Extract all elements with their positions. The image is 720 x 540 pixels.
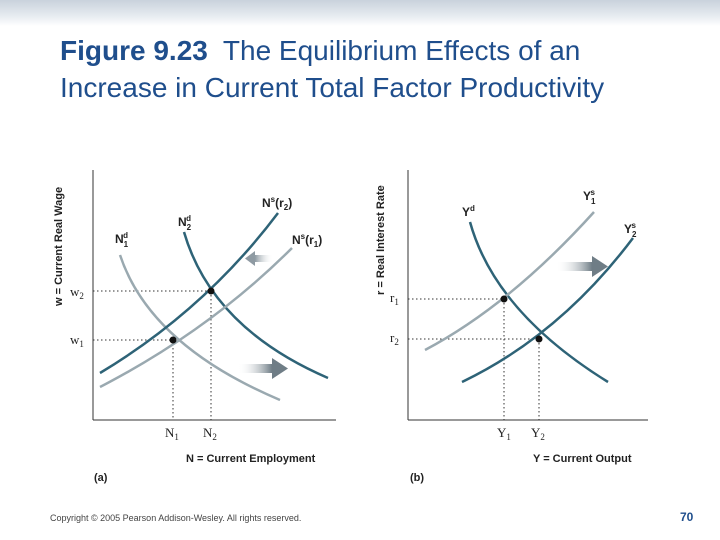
panel-a: N1d N2d Ns(r2) Ns(r1) w2 w1 N1 N2 N = Cu…	[53, 170, 336, 484]
curve-ns-r1	[99, 247, 293, 389]
top-gradient-bar	[0, 0, 720, 26]
curve-y1s	[424, 211, 595, 352]
tick-n2: N2	[203, 425, 217, 442]
shift-arrow-demand-right	[238, 358, 288, 379]
label-ns-r1: Ns(r1)	[292, 232, 322, 249]
label-y2s: Y2s	[624, 221, 637, 239]
tick-y2: Y2	[531, 425, 545, 442]
panel-b-caption: (b)	[410, 472, 424, 484]
panel-a-caption: (a)	[94, 472, 108, 484]
label-yd: Yd	[462, 204, 475, 219]
shift-arrow-supply-right	[556, 256, 608, 277]
label-y1s: Y1s	[583, 188, 596, 206]
panel-b-y-axis-label: r = Real Interest Rate	[375, 185, 387, 295]
curve-n2d	[182, 231, 329, 380]
page-number: 70	[680, 510, 694, 524]
slide-title: Figure 9.23 The Equilibrium Effects of a…	[60, 32, 660, 106]
tick-n1: N1	[165, 425, 179, 442]
curve-n1d	[118, 254, 281, 402]
panel-b: Yd Y1s Y2s r1 r2 Y1 Y2 Y = Current Outpu…	[375, 170, 648, 484]
equilibrium-point-2-a	[207, 287, 215, 295]
label-ns-r2: Ns(r2)	[262, 195, 292, 212]
curve-yd	[468, 221, 609, 384]
figure-number: Figure 9.23	[60, 35, 208, 66]
equilibrium-point-2-b	[535, 335, 543, 343]
shift-arrow-supply-left	[245, 251, 273, 266]
panel-b-x-axis-label: Y = Current Output	[533, 453, 632, 465]
tick-y1: Y1	[497, 425, 511, 442]
figure-title: The Equilibrium Effects of an Increase i…	[60, 35, 605, 103]
curve-y2s	[461, 237, 634, 384]
copyright-footer: Copyright © 2005 Pearson Addison-Wesley.…	[50, 513, 302, 523]
tick-r2: r2	[390, 330, 399, 347]
label-n2d: N2d	[178, 214, 192, 232]
panel-a-x-axis-label: N = Current Employment	[186, 453, 316, 465]
panel-a-y-axis-label: w = Current Real Wage	[53, 187, 65, 307]
equilibrium-point-1-a	[169, 336, 177, 344]
curve-ns-r2	[99, 212, 279, 375]
equilibrium-point-1-b	[500, 295, 508, 303]
label-n1d: N1d	[115, 231, 129, 249]
tick-w1: w1	[70, 332, 84, 349]
tick-w2: w2	[70, 284, 84, 301]
figure-graphic: N1d N2d Ns(r2) Ns(r1) w2 w1 N1 N2 N = Cu…	[53, 170, 648, 484]
tick-r1: r1	[390, 290, 399, 307]
